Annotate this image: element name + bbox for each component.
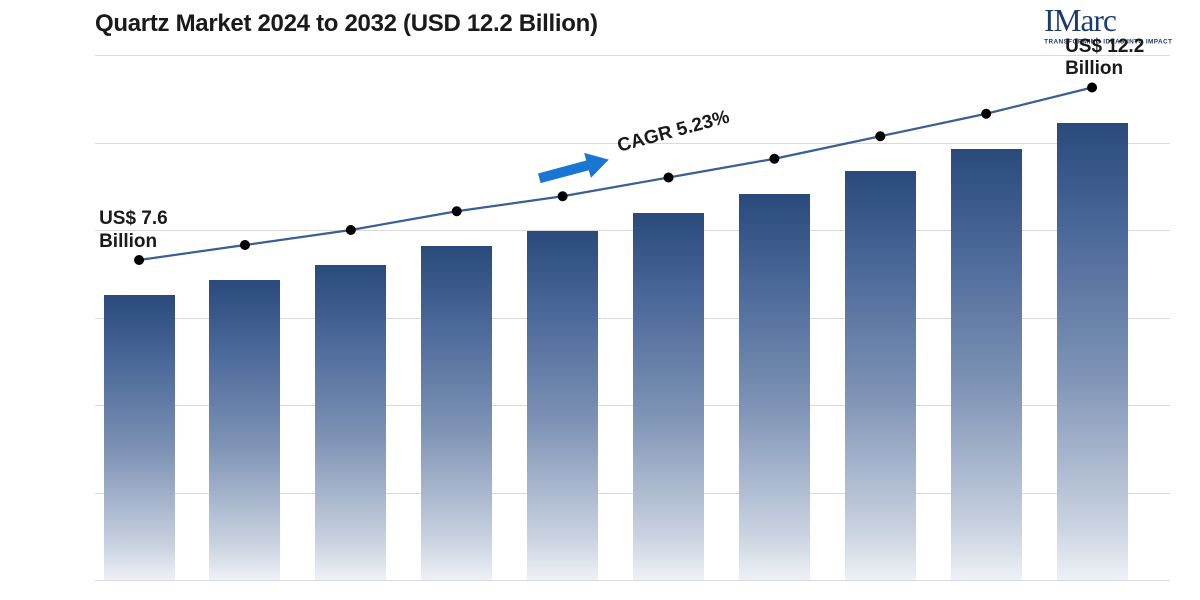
end-value-label: US$ 12.2 Billion xyxy=(1065,36,1144,82)
logo-main-text: IMarc xyxy=(1044,6,1172,37)
chart-area: US$ 7.6 Billion US$ 12.2 Billion CAGR 5.… xyxy=(95,55,1170,580)
start-value-label: US$ 7.6 Billion xyxy=(99,208,168,254)
end-value-line2: Billion xyxy=(1065,58,1123,79)
start-value-line2: Billion xyxy=(99,231,157,252)
start-value-line1: US$ 7.6 xyxy=(99,208,168,229)
end-value-line1: US$ 12.2 xyxy=(1065,36,1144,57)
chart-title: Quartz Market 2024 to 2032 (USD 12.2 Bil… xyxy=(95,10,598,38)
